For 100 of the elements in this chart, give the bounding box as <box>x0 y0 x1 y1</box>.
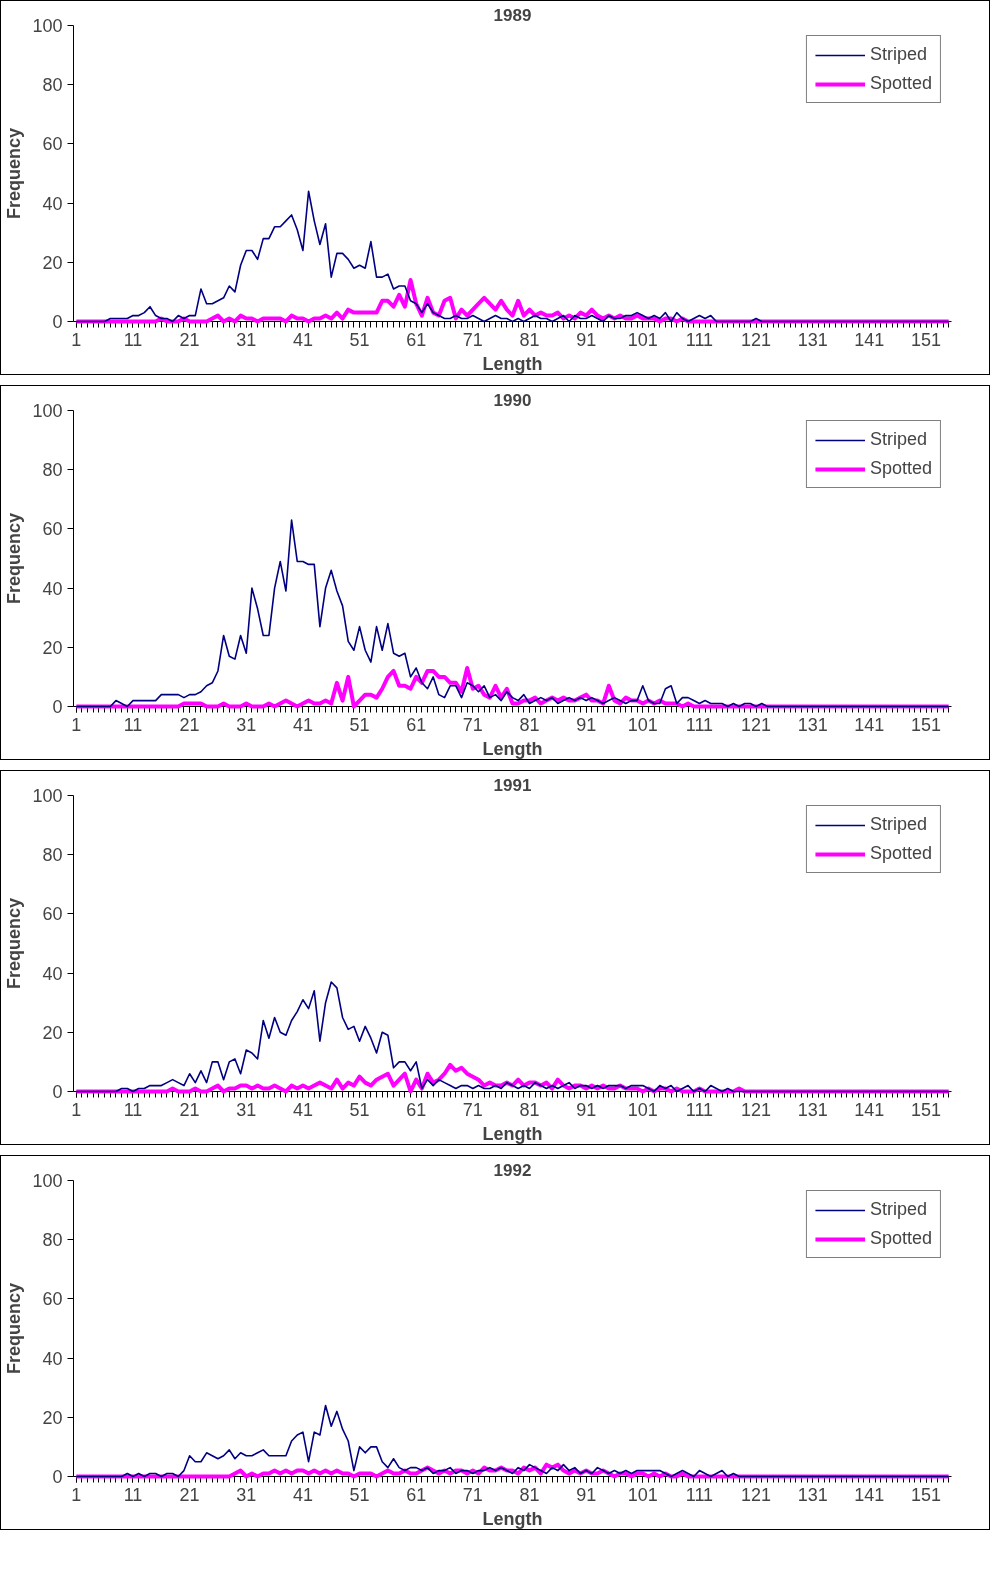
legend-label: Spotted <box>869 73 932 94</box>
x-tick-label: 141 <box>854 1099 885 1120</box>
x-tick-label: 51 <box>349 329 370 350</box>
y-tick-label: 20 <box>42 1407 63 1428</box>
x-tick-label: 101 <box>627 714 658 735</box>
x-tick-label: 91 <box>576 714 597 735</box>
y-tick-label: 80 <box>42 460 63 481</box>
x-tick-label: 131 <box>797 329 828 350</box>
x-tick-label: 151 <box>910 1099 942 1120</box>
y-axis-title: Frequency <box>4 127 25 220</box>
x-tick-label: 31 <box>236 1484 257 1505</box>
x-tick-label: 151 <box>910 714 942 735</box>
x-axis-title: Length <box>482 353 543 374</box>
x-tick-label: 141 <box>854 1484 885 1505</box>
x-tick-label: 141 <box>854 329 885 350</box>
y-tick-label: 80 <box>42 845 63 866</box>
y-tick-label: 0 <box>52 1467 63 1487</box>
x-tick-label: 41 <box>292 1099 313 1120</box>
y-tick-label: 100 <box>32 1171 63 1191</box>
x-tick-label: 101 <box>627 329 658 350</box>
x-tick-label: 51 <box>349 1484 370 1505</box>
x-tick-label: 11 <box>123 1099 143 1120</box>
x-tick-label: 91 <box>576 1099 597 1120</box>
x-tick-label: 61 <box>406 1484 427 1505</box>
y-tick-label: 20 <box>42 252 63 273</box>
y-tick-label: 60 <box>42 1289 63 1310</box>
y-tick-label: 40 <box>42 1348 63 1369</box>
y-tick-label: 80 <box>42 1230 63 1251</box>
x-tick-label: 41 <box>292 714 313 735</box>
x-tick-label: 101 <box>627 1099 658 1120</box>
x-tick-label: 151 <box>910 1484 942 1505</box>
y-tick-label: 0 <box>52 697 63 717</box>
legend-label: Striped <box>869 429 927 450</box>
x-tick-label: 11 <box>123 329 143 350</box>
x-tick-label: 121 <box>741 1099 772 1120</box>
x-tick-label: 1 <box>71 714 82 735</box>
x-tick-label: 41 <box>292 1484 313 1505</box>
x-tick-label: 11 <box>123 714 143 735</box>
x-tick-label: 31 <box>236 329 257 350</box>
y-tick-label: 40 <box>42 578 63 599</box>
y-tick-label: 0 <box>52 1082 63 1102</box>
x-tick-label: 51 <box>349 714 370 735</box>
x-tick-label: 101 <box>627 1484 658 1505</box>
x-tick-label: 111 <box>685 1099 714 1120</box>
x-tick-label: 1 <box>71 1099 82 1120</box>
x-tick-label: 111 <box>685 329 714 350</box>
y-tick-label: 40 <box>42 963 63 984</box>
x-tick-label: 31 <box>236 714 257 735</box>
x-tick-label: 121 <box>741 1484 772 1505</box>
x-tick-label: 131 <box>797 714 828 735</box>
x-tick-label: 91 <box>576 329 597 350</box>
x-tick-label: 71 <box>462 329 483 350</box>
x-tick-label: 11 <box>123 1484 143 1505</box>
x-tick-label: 61 <box>406 1099 427 1120</box>
x-tick-label: 71 <box>462 714 483 735</box>
x-tick-label: 121 <box>741 329 772 350</box>
x-tick-label: 61 <box>406 714 427 735</box>
x-tick-label: 111 <box>685 1484 714 1505</box>
x-tick-label: 91 <box>576 1484 597 1505</box>
y-tick-label: 80 <box>42 75 63 96</box>
x-tick-label: 21 <box>179 329 200 350</box>
x-tick-label: 51 <box>349 1099 370 1120</box>
x-tick-label: 141 <box>854 714 885 735</box>
chart-title: 1990 <box>493 390 532 410</box>
legend-label: Spotted <box>869 1228 932 1249</box>
legend-label: Striped <box>869 814 927 835</box>
y-tick-label: 20 <box>42 637 63 658</box>
legend-label: Striped <box>869 44 927 65</box>
y-tick-label: 40 <box>42 193 63 214</box>
legend-label: Spotted <box>869 843 932 864</box>
chart-title: 1989 <box>493 5 532 25</box>
legend-label: Striped <box>869 1199 927 1220</box>
chart-title: 1991 <box>493 775 532 795</box>
y-axis-title: Frequency <box>4 897 25 990</box>
x-tick-label: 41 <box>292 329 313 350</box>
x-tick-label: 81 <box>519 1099 540 1120</box>
x-axis-title: Length <box>482 1508 543 1529</box>
x-tick-label: 1 <box>71 329 82 350</box>
y-tick-label: 60 <box>42 134 63 155</box>
x-tick-label: 1 <box>71 1484 82 1505</box>
y-tick-label: 60 <box>42 904 63 925</box>
x-tick-label: 21 <box>179 714 200 735</box>
x-tick-label: 71 <box>462 1099 483 1120</box>
y-tick-label: 0 <box>52 312 63 332</box>
x-axis-title: Length <box>482 1123 543 1144</box>
x-tick-label: 131 <box>797 1484 828 1505</box>
x-tick-label: 151 <box>910 329 942 350</box>
y-tick-label: 100 <box>32 401 63 421</box>
chart-title: 1992 <box>493 1160 532 1180</box>
x-tick-label: 121 <box>741 714 772 735</box>
y-tick-label: 100 <box>32 786 63 806</box>
x-tick-label: 21 <box>179 1484 200 1505</box>
y-axis-title: Frequency <box>4 1282 25 1375</box>
x-tick-label: 81 <box>519 1484 540 1505</box>
x-tick-label: 81 <box>519 329 540 350</box>
x-tick-label: 81 <box>519 714 540 735</box>
y-tick-label: 60 <box>42 519 63 540</box>
y-tick-label: 100 <box>32 16 63 36</box>
y-tick-label: 20 <box>42 1022 63 1043</box>
x-tick-label: 31 <box>236 1099 257 1120</box>
